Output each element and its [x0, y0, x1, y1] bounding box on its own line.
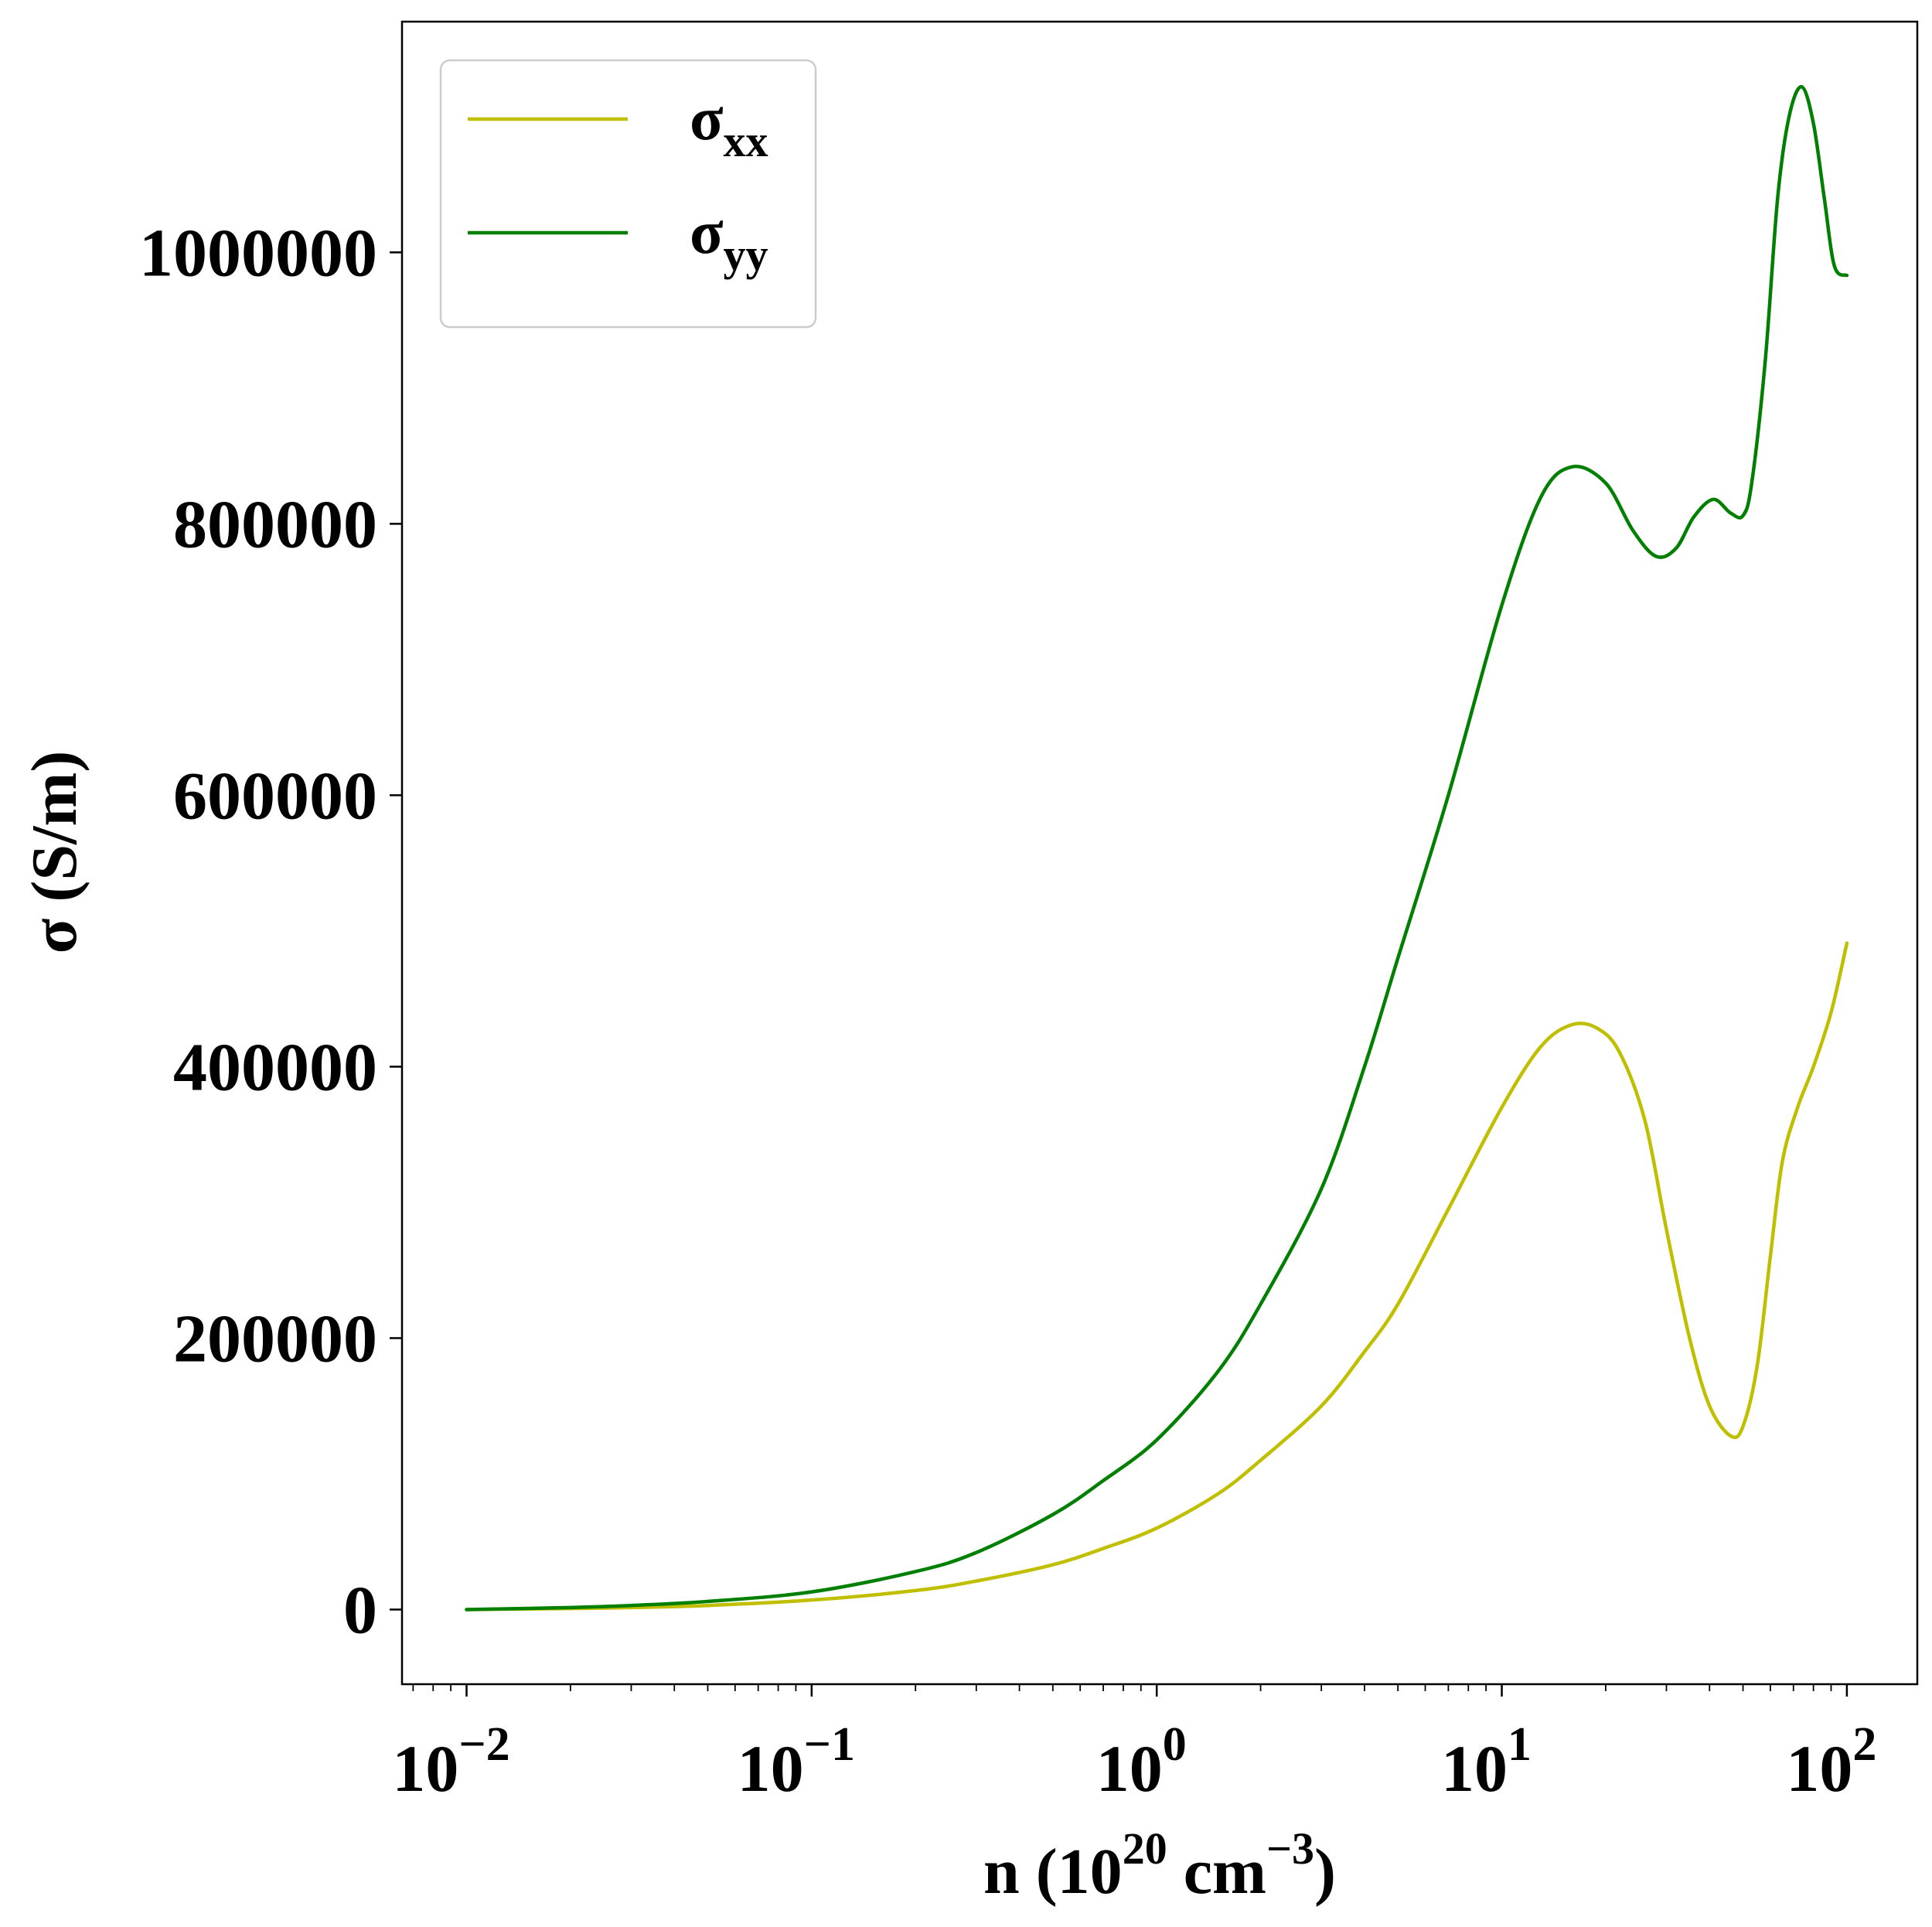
series-line-yy [465, 84, 1849, 1612]
legend-label-xx: σxx [690, 85, 768, 166]
x-tick-label: 10−1 [738, 1718, 855, 1806]
x-axis-label-sup1: 20 [1123, 1823, 1167, 1874]
x-axis-label: n (1020 cm−3) [983, 1823, 1336, 1908]
legend-label-yy: σyy [690, 199, 768, 280]
y-tick-label: 400000 [173, 1030, 377, 1105]
y-tick-label: 600000 [173, 759, 377, 834]
y-axis-label: σ (S/m) [19, 751, 90, 954]
y-tick-label: 200000 [173, 1301, 377, 1376]
y-tick-label: 0 [343, 1573, 377, 1648]
x-axis-label-main: n (10 [983, 1836, 1123, 1908]
legend-entries: σxx σyy [468, 85, 768, 280]
x-tick-label: 102 [1786, 1718, 1876, 1806]
legend-box [439, 59, 817, 329]
x-axis-label-end: ) [1314, 1836, 1336, 1908]
x-axis-label-mid: cm [1167, 1836, 1266, 1908]
x-tick-label: 10−2 [392, 1718, 509, 1806]
y-tick-label: 800000 [173, 487, 377, 562]
x-axis-label-sup2: −3 [1266, 1823, 1314, 1874]
x-tick-label: 100 [1096, 1718, 1187, 1806]
legend: σxx σyy [439, 59, 817, 329]
y-tick-label: 1000000 [139, 216, 377, 291]
x-axis: 10−2 10−1 100 101 102 [392, 1684, 1876, 1806]
series-layer [465, 84, 1849, 1612]
x-tick-label: 101 [1441, 1718, 1532, 1806]
y-axis: 0 200000 400000 600000 800000 1000000 [139, 216, 402, 1648]
series-line-xx [465, 941, 1849, 1612]
